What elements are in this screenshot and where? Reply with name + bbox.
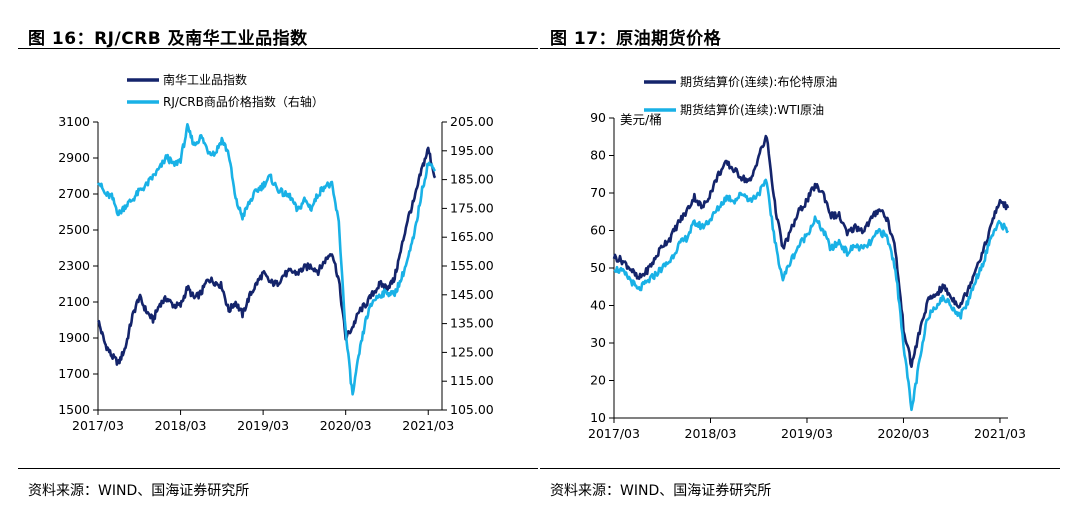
x-tick-label: 2021/03 — [402, 418, 454, 433]
source-rule — [18, 468, 538, 469]
x-tick-label: 2021/03 — [974, 426, 1026, 441]
y-axis-unit-label: 美元/桶 — [620, 112, 662, 127]
y-tick-label-left: 1500 — [58, 402, 90, 417]
y-tick-label-left: 60 — [590, 223, 606, 238]
figure-17-source: 资料来源：WIND、国海证券研究所 — [550, 483, 772, 499]
series-line-2 — [613, 178, 1010, 412]
y-tick-label-right: 185.00 — [450, 172, 494, 187]
y-tick-label-left: 30 — [590, 335, 606, 350]
figure-16-panel: 图 16：RJ/CRB 及南华工业品指数 1500 1700 1900 2100 230… — [18, 0, 538, 516]
y-tick-label-right: 145.00 — [450, 287, 494, 302]
y-tick-label-left: 2500 — [58, 222, 90, 237]
x-tick-label: 2017/03 — [72, 418, 124, 433]
source-rule — [540, 468, 1060, 469]
y-tick-label-left: 1900 — [58, 330, 90, 345]
y-tick-label-left: 80 — [590, 148, 606, 163]
y-tick-label-right: 165.00 — [450, 229, 494, 244]
y-tick-label-left: 2900 — [58, 150, 90, 165]
series-line-1 — [612, 134, 1010, 368]
x-tick-label: 2018/03 — [155, 418, 207, 433]
legend-label-1: 期货结算价(连续):布伦特原油 — [680, 74, 837, 89]
y-tick-label-left: 70 — [590, 185, 606, 200]
y-tick-label-left: 10 — [590, 410, 606, 425]
y-tick-label-left: 50 — [590, 260, 606, 275]
series-line-2 — [96, 123, 437, 396]
title-rule — [18, 48, 538, 49]
y-tick-label-right: 105.00 — [450, 402, 494, 417]
y-tick-label-left: 90 — [590, 110, 606, 125]
x-tick-label: 2017/03 — [588, 426, 640, 441]
x-tick-label: 2020/03 — [878, 426, 930, 441]
y-tick-label-left: 1700 — [58, 366, 90, 381]
legend-label-2: RJ/CRB商品价格指数（右轴） — [163, 94, 324, 109]
y-tick-label-left: 40 — [590, 298, 606, 313]
chart-17: 10 20 30 40 50 60 70 80 90 2017/03 2018/03 2019/03 2… — [588, 74, 1026, 441]
title-rule — [540, 48, 1060, 49]
y-tick-label-right: 135.00 — [450, 316, 494, 331]
y-tick-label-left: 3100 — [58, 114, 90, 129]
x-tick-label: 2018/03 — [685, 426, 737, 441]
y-tick-label-right: 175.00 — [450, 200, 494, 215]
x-tick-label: 2020/03 — [320, 418, 372, 433]
x-tick-label: 2019/03 — [781, 426, 833, 441]
y-tick-label-right: 205.00 — [450, 114, 494, 129]
y-tick-label-right: 195.00 — [450, 143, 494, 158]
y-tick-label-left: 20 — [590, 373, 606, 388]
figure-17-panel: 图 17：原油期货价格 10 20 30 40 50 60 70 80 90 2017/03 201… — [540, 0, 1060, 516]
y-tick-label-right: 125.00 — [450, 344, 494, 359]
legend-label-2: 期货结算价(连续):WTI原油 — [680, 102, 824, 117]
figure-16-source: 资料来源：WIND、国海证券研究所 — [28, 483, 250, 499]
y-tick-label-left: 2700 — [58, 186, 90, 201]
legend-label-1: 南华工业品指数 — [163, 72, 247, 87]
y-tick-label-right: 115.00 — [450, 373, 494, 388]
series-line-1 — [97, 146, 437, 366]
figure-16-title: 图 16：RJ/CRB 及南华工业品指数 — [28, 29, 308, 49]
y-tick-label-left: 2300 — [58, 258, 90, 273]
x-tick-label: 2019/03 — [237, 418, 289, 433]
y-tick-label-left: 2100 — [58, 294, 90, 309]
chart-16: 1500 1700 1900 2100 2300 2500 2700 2900 3100 105.… — [58, 72, 494, 433]
figure-17-title: 图 17：原油期货价格 — [550, 29, 722, 49]
y-tick-label-right: 155.00 — [450, 258, 494, 273]
